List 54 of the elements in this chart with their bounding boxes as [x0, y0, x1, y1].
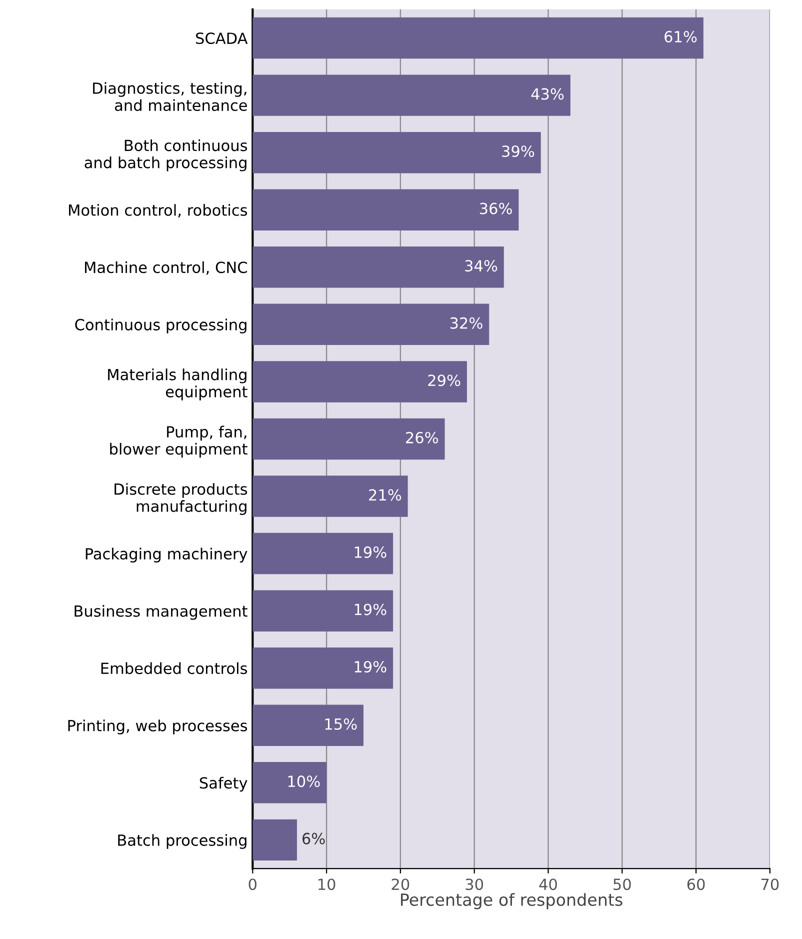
x-tick-label: 20 [392, 878, 410, 890]
bar [252, 476, 408, 517]
y-tick-label: Packaging machinery [86, 548, 248, 563]
y-tick-label: Continuous processing [75, 318, 246, 334]
x-tick-label: 40 [539, 878, 557, 890]
y-tick-label: Motion control, robotics [69, 204, 248, 218]
data-label: 19% [354, 660, 386, 673]
bar [252, 532, 394, 574]
bar [252, 304, 490, 346]
y-tick-label: Printing, web processes [68, 720, 248, 734]
bar [252, 189, 519, 230]
bar [252, 819, 297, 861]
data-label: 19% [354, 546, 386, 558]
y-tick-label: Machine control, CNC [85, 261, 247, 275]
data-label: 10% [288, 776, 320, 788]
x-tick-label: 50 [614, 878, 631, 890]
bar [252, 132, 541, 174]
x-tick-label: 10 [318, 878, 336, 890]
data-label: 61% [664, 30, 697, 42]
data-label: 29% [428, 374, 460, 386]
y-tick-label: Batch processing [118, 834, 246, 849]
x-tick-label: 30 [466, 878, 484, 890]
x-axis-title: Percentage of respondents [401, 893, 622, 910]
y-tick-label: SCADA [196, 32, 248, 44]
y-tick-label: Business management [74, 605, 248, 620]
data-label: 39% [502, 145, 534, 158]
y-tick-label: Both continuous and batch processing [84, 139, 248, 172]
bar [252, 704, 364, 746]
bar [252, 361, 467, 402]
bar [252, 74, 570, 116]
data-label: 21% [369, 489, 402, 501]
y-tick-label: Diagnostics, testing, and maintenance [93, 82, 247, 112]
x-tick-label: 70 [761, 878, 779, 890]
bar [252, 17, 704, 59]
data-label: 36% [480, 202, 512, 214]
bar [252, 418, 445, 460]
y-tick-label: Discrete products manufacturing [114, 483, 248, 515]
y-tick-label: Safety [200, 776, 248, 792]
bar [252, 647, 394, 689]
y-tick-label: Embedded controls [101, 662, 248, 674]
data-label: 34% [465, 260, 498, 272]
bar [252, 590, 394, 632]
bar [252, 762, 327, 804]
data-label: 15% [325, 718, 357, 730]
data-label: 6% [302, 832, 325, 844]
data-label: 19% [354, 604, 386, 616]
bar [252, 246, 504, 288]
data-label: 26% [406, 432, 438, 444]
y-tick-label: Materials handling equipment [108, 368, 248, 400]
x-tick-label: 60 [687, 878, 705, 890]
data-label: 43% [531, 88, 564, 100]
data-label: 32% [450, 317, 482, 329]
y-tick-label: Pump, fan, blower equipment [110, 426, 248, 458]
x-tick-label: 0 [248, 878, 256, 890]
